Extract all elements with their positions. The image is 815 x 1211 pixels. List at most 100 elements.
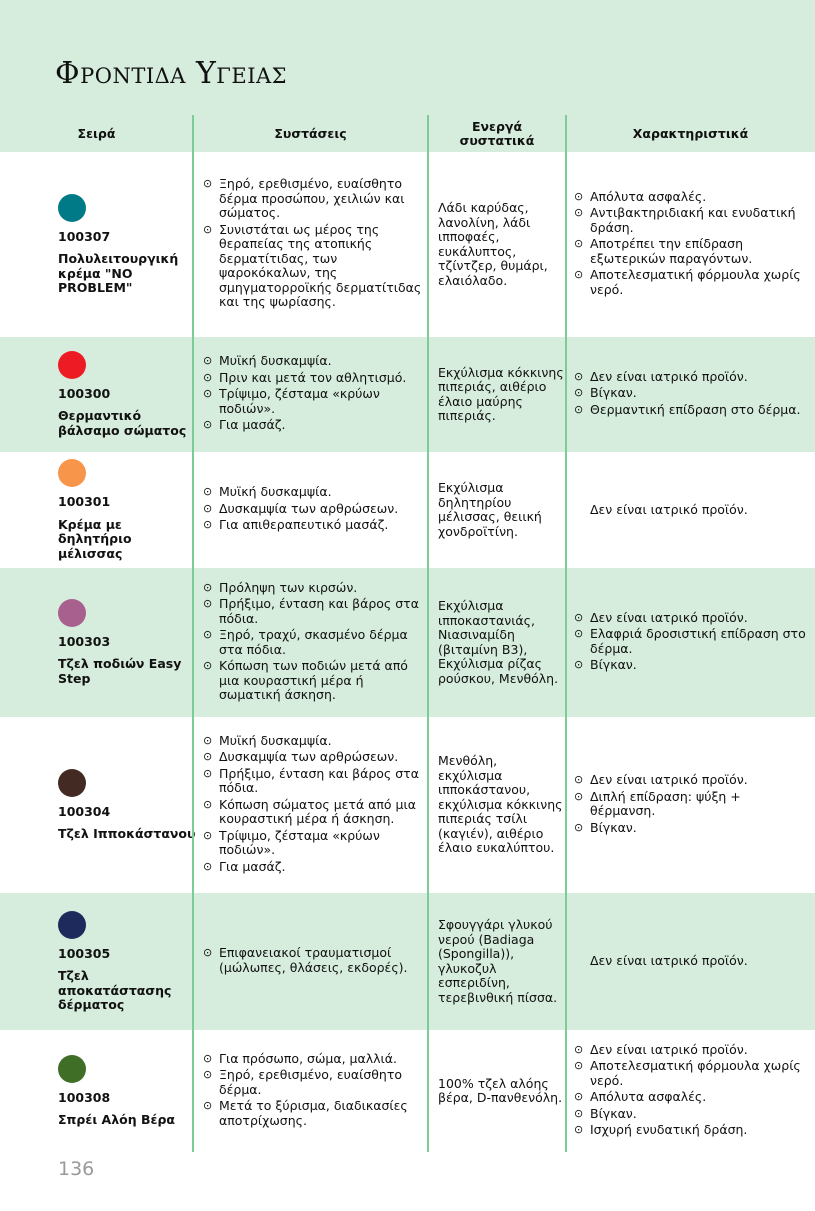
ingredients-text: 100% τζελ αλόης βέρα, D-πανθενόλη. — [438, 1075, 563, 1105]
circle-dot-icon: ⊙ — [203, 222, 213, 236]
circle-dot-icon: ⊙ — [574, 189, 584, 203]
list-item: ⊙ Μετά το ξύρισμα, διαδικασίες αποτρίχωση… — [203, 1099, 425, 1128]
list-item: ⊙ Βίγκαν. — [574, 1105, 810, 1122]
recommendations-cell: ⊙ Μυϊκή δυσκαμψία. ⊙ Δυσκαμψία των αρθρώσεω… — [203, 717, 425, 893]
list-item-text: Ελαφριά δροσιστική επίδραση στο δέρμα. — [590, 626, 806, 656]
list-item: ⊙ Μυϊκή δυσκαμψία. — [203, 732, 425, 749]
list-item-text: Δεν είναι ιατρικό προϊόν. — [590, 368, 748, 384]
table-row: 100308 Σπρέι Αλόη Βέρα ⊙ Για πρόσωπο, σώμα,… — [0, 1030, 815, 1152]
list-item: ⊙ Αποτρέπει την επίδραση εξωτερικών παραγ… — [574, 237, 810, 266]
circle-dot-icon: ⊙ — [203, 387, 213, 401]
circle-dot-icon: ⊙ — [574, 820, 584, 834]
list-item: ⊙ Πρόληψη των κιρσών. — [203, 580, 425, 596]
page-number: 136 — [58, 1158, 95, 1180]
list-item: ⊙ Κόπωση των ποδιών μετά από μια κουραστι… — [203, 658, 425, 703]
list-item-text: Απόλυτα ασφαλές. — [590, 1089, 707, 1104]
circle-dot-icon: ⊙ — [574, 206, 584, 220]
list-item: ⊙ Πρήξιμο, ένταση και βάρος στα πόδια. — [203, 766, 425, 796]
features-list: ⊙ Δεν είναι ιατρικό προϊόν. ⊙ Βίγκαν. ⊙ Θερμα… — [574, 368, 810, 420]
list-item: ⊙ Αντιβακτηριδιακή και ενυδατική δράση. — [574, 206, 810, 235]
circle-dot-icon: ⊙ — [574, 1042, 584, 1056]
product-code: 100301 — [58, 494, 111, 509]
list-item-text: Αντιβακτηριδιακή και ενυδατική δράση. — [590, 205, 796, 235]
circle-dot-icon: ⊙ — [574, 268, 584, 282]
circle-dot-icon: ⊙ — [574, 1059, 584, 1072]
ingredients-cell: 100% τζελ αλόης βέρα, D-πανθενόλη. — [438, 1030, 564, 1152]
color-swatch — [58, 910, 86, 939]
circle-dot-icon: ⊙ — [203, 354, 213, 368]
list-item-text: Δεν είναι ιατρικό προϊόν. — [590, 609, 748, 625]
product-cell: 100300 Θερμαντικό βάλσαμο σώματος — [58, 337, 198, 452]
list-item: ⊙ Ελαφριά δροσιστική επίδραση στο δέρμα. — [574, 626, 810, 656]
ingredients-text: Λάδι καρύδας, λανολίνη, λάδι ιπποφαές, ε… — [438, 200, 548, 288]
column-divider — [192, 115, 194, 1152]
list-item: ⊙ Ξηρό, ερεθισμένο, ευαίσθητο δέρμα προσώ… — [203, 177, 425, 221]
circle-dot-icon: ⊙ — [203, 1051, 213, 1065]
product-cell: 100301 Κρέμα με δηλητήριο μέλισσας — [58, 452, 198, 568]
list-item: ⊙ Διπλή επίδραση: ψύξη + θέρμανση. — [574, 789, 810, 819]
circle-dot-icon: ⊙ — [203, 177, 213, 191]
color-swatch — [58, 193, 86, 222]
list-item-text: Ισχυρή ενυδατική δράση. — [590, 1122, 748, 1137]
circle-dot-icon: ⊙ — [203, 733, 213, 747]
table-row: 100303 Τζελ ποδιών Easy Step ⊙ Πρόληψη των … — [0, 568, 815, 717]
features-list: ⊙ Δεν είναι ιατρικό προϊόν. ⊙ Ελαφριά δροσι… — [574, 609, 810, 675]
color-swatch — [58, 1054, 86, 1083]
list-item: ⊙ Απόλυτα ασφαλές. — [574, 1089, 810, 1105]
list-item-text: Ξηρό, τραχύ, σκασμένο δέρμα στα πόδια. — [219, 627, 408, 657]
recommendations-cell: ⊙ Επιφανειακοί τραυματισμοί (μώλωπες, θλά… — [203, 893, 425, 1030]
list-item-text: Μετά το ξύρισμα, διαδικασίες αποτρίχωσης… — [219, 1098, 408, 1128]
ingredients-cell: Σφουγγάρι γλυκού νερού (Badiaga (Spongil… — [438, 893, 564, 1030]
product-cell: 100308 Σπρέι Αλόη Βέρα — [58, 1030, 198, 1152]
product-name: Κρέμα με δηλητήριο μέλισσας — [58, 516, 132, 561]
ingredients-cell: Εκχύλισμα κόκκινης πιπεριάς, αιθέριο έλα… — [438, 337, 564, 452]
list-item-text: Αποτρέπει την επίδραση εξωτερικών παραγό… — [590, 236, 753, 266]
list-item-text: Δεν είναι ιατρικό προϊόν. — [590, 772, 748, 787]
list-item-text: Μυϊκή δυσκαμψία. — [219, 732, 332, 748]
recommendations-list: ⊙ Μυϊκή δυσκαμψία. ⊙ Δυσκαμψία των αρθρώσεω… — [203, 732, 425, 877]
list-item: ⊙ Αποτελεσματική φόρμουλα χωρίς νερό. — [574, 268, 810, 297]
circle-dot-icon: ⊙ — [574, 610, 584, 624]
list-item: ⊙ Συνιστάται ως μέρος της θεραπείας της α… — [203, 222, 425, 310]
list-item: ⊙ Μυϊκή δυσκαμψία. — [203, 354, 425, 369]
table-row: 100305 Τζελ αποκατάστασης δέρματος ⊙ Επιφαν… — [0, 893, 815, 1030]
list-item: ⊙ Βίγκαν. — [574, 386, 810, 401]
list-item-text: Για πρόσωπο, σώμα, μαλλιά. — [219, 1050, 397, 1066]
circle-dot-icon: ⊙ — [574, 658, 584, 671]
list-item: ⊙ Πρήξιμο, ένταση και βάρος στα πόδια. — [203, 596, 425, 626]
list-item: ⊙ Ξηρό, τραχύ, σκασμένο δέρμα στα πόδια. — [203, 627, 425, 657]
list-item: ⊙ Ισχυρή ενυδατική δράση. — [574, 1122, 810, 1138]
list-item-text: Βίγκαν. — [590, 819, 637, 835]
product-name: Τζελ αποκατάστασης δέρματος — [58, 968, 172, 1012]
list-item-text: Τρίψιμο, ζέσταμα «κρύων ποδιών». — [219, 827, 380, 858]
features-text: Δεν είναι ιατρικό προϊόν. — [590, 501, 748, 517]
recommendations-list: ⊙ Ξηρό, ερεθισμένο, ευαίσθητο δέρμα προσώ… — [203, 177, 425, 312]
list-item-text: Βίγκαν. — [590, 1105, 637, 1121]
list-item: ⊙ Βίγκαν. — [574, 819, 810, 836]
list-item-text: Για μασάζ. — [219, 417, 286, 433]
color-swatch — [58, 768, 86, 797]
ingredients-text: Εκχύλισμα δηλητηρίου μέλισσας, θειική χο… — [438, 480, 542, 539]
page-title: Φροντιδα Υγειας — [55, 56, 287, 91]
circle-dot-icon: ⊙ — [574, 627, 584, 640]
list-item-text: Απόλυτα ασφαλές. — [590, 188, 707, 204]
circle-dot-icon: ⊙ — [203, 750, 213, 764]
circle-dot-icon: ⊙ — [203, 797, 213, 811]
circle-dot-icon: ⊙ — [574, 1106, 584, 1120]
list-item: ⊙ Δυσκαμψία των αρθρώσεων. — [203, 750, 425, 765]
list-item: ⊙ Για πρόσωπο, σώμα, μαλλιά. — [203, 1050, 425, 1067]
list-item: ⊙ Απόλυτα ασφαλές. — [574, 188, 810, 205]
list-item-text: Τρίψιμο, ζέσταμα «κρύων ποδιών». — [219, 386, 380, 416]
list-item-text: Αποτελεσματική φόρμουλα χωρίς νερό. — [590, 1058, 801, 1088]
color-swatch — [58, 350, 86, 379]
circle-dot-icon: ⊙ — [574, 369, 584, 383]
list-item-text: Δεν είναι ιατρικό προϊόν. — [590, 1041, 748, 1057]
ingredients-text: Μενθόλη, εκχύλισμα ιπποκάστανου, εκχύλισ… — [438, 753, 563, 856]
product-code: 100304 — [58, 803, 111, 819]
circle-dot-icon: ⊙ — [203, 501, 213, 515]
circle-dot-icon: ⊙ — [203, 828, 213, 842]
circle-dot-icon: ⊙ — [203, 597, 213, 610]
list-item-text: Για μασάζ. — [219, 858, 286, 874]
list-item: ⊙ Δυσκαμψία των αρθρώσεων. — [203, 501, 425, 517]
features-cell: ⊙ Δεν είναι ιατρικό προϊόν. ⊙ Αποτελεσματικ… — [574, 1030, 810, 1152]
